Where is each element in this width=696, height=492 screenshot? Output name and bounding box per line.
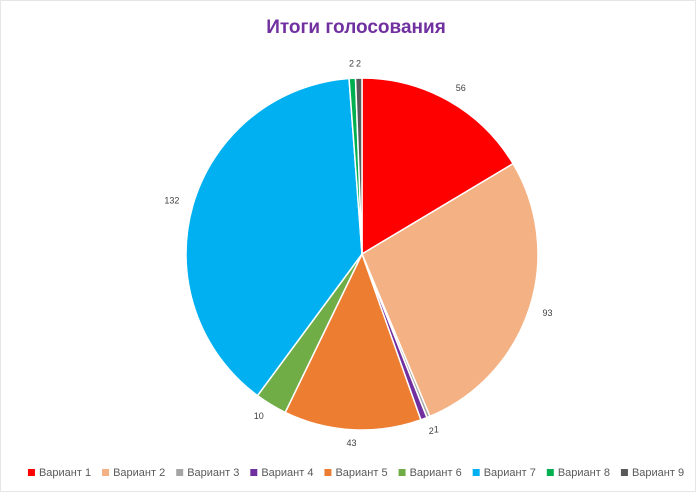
legend-label: Вариант 4 bbox=[261, 467, 313, 479]
legend-swatch bbox=[398, 469, 406, 476]
legend-swatch bbox=[324, 469, 332, 476]
pie-slice bbox=[361, 162, 539, 418]
legend-label: Вариант 2 bbox=[113, 467, 165, 479]
pie-slice bbox=[354, 77, 363, 255]
legend-label: Вариант 1 bbox=[39, 467, 91, 479]
legend-label: Вариант 3 bbox=[187, 467, 239, 479]
pie-slice bbox=[185, 77, 363, 397]
chart-title: Итоги голосования bbox=[266, 17, 446, 38]
legend-swatch bbox=[176, 469, 184, 476]
legend-swatch bbox=[250, 469, 258, 476]
data-label: 43 bbox=[346, 438, 356, 448]
legend-swatch bbox=[27, 469, 35, 476]
data-label: 56 bbox=[456, 83, 466, 93]
legend: Вариант 1 Вариант 2 Вариант 3 Вариант 4 Вари… bbox=[27, 467, 684, 479]
legend-label: Вариант 8 bbox=[558, 467, 610, 479]
legend-label: Вариант 5 bbox=[335, 467, 387, 479]
legend-swatch bbox=[620, 469, 628, 476]
data-label: 2 bbox=[349, 59, 354, 69]
data-label: 2 bbox=[356, 58, 361, 68]
legend-label: Вариант 6 bbox=[410, 467, 462, 479]
legend-swatch bbox=[472, 469, 480, 476]
data-label: 2 bbox=[429, 426, 434, 436]
legend-label: Вариант 9 bbox=[632, 467, 684, 479]
legend-swatch bbox=[102, 469, 110, 476]
legend-swatch bbox=[546, 469, 554, 476]
pie-slice bbox=[284, 252, 422, 431]
data-label: 10 bbox=[254, 411, 264, 421]
data-label: 1 bbox=[434, 424, 439, 434]
legend-label: Вариант 7 bbox=[484, 467, 536, 479]
data-label: 93 bbox=[542, 308, 552, 318]
pie-slice bbox=[361, 77, 515, 256]
data-label: 132 bbox=[164, 196, 179, 206]
